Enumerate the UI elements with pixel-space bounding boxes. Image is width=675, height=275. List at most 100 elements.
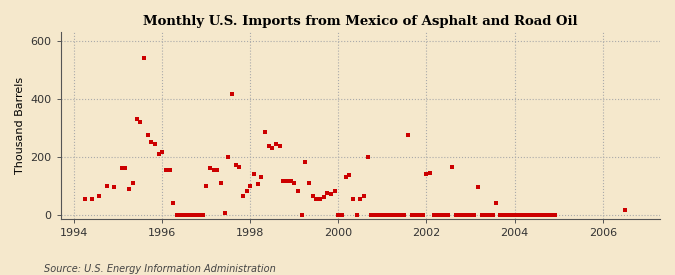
Point: [458, 212, 468, 217]
Point: [406, 212, 417, 217]
Point: [513, 212, 524, 217]
Point: [219, 211, 230, 215]
Point: [520, 212, 531, 217]
Point: [311, 196, 322, 201]
Point: [418, 212, 429, 217]
Point: [315, 196, 325, 201]
Point: [340, 175, 351, 179]
Point: [421, 172, 432, 176]
Point: [377, 212, 387, 217]
Point: [322, 191, 333, 195]
Point: [325, 192, 336, 197]
Point: [134, 120, 145, 124]
Point: [197, 212, 208, 217]
Point: [447, 164, 458, 169]
Point: [263, 144, 274, 149]
Point: [186, 212, 197, 217]
Point: [451, 212, 462, 217]
Point: [245, 183, 256, 188]
Point: [385, 212, 396, 217]
Point: [506, 212, 516, 217]
Point: [87, 196, 98, 201]
Point: [495, 212, 506, 217]
Point: [226, 92, 237, 97]
Point: [531, 212, 542, 217]
Point: [278, 179, 289, 183]
Point: [502, 212, 512, 217]
Point: [352, 212, 362, 217]
Point: [535, 212, 545, 217]
Point: [487, 212, 498, 217]
Point: [388, 212, 399, 217]
Point: [524, 212, 535, 217]
Title: Monthly U.S. Imports from Mexico of Asphalt and Road Oil: Monthly U.S. Imports from Mexico of Asph…: [143, 15, 578, 28]
Point: [157, 150, 167, 155]
Point: [281, 179, 292, 183]
Point: [146, 140, 157, 144]
Point: [468, 212, 479, 217]
Point: [267, 146, 277, 150]
Point: [303, 180, 314, 185]
Point: [274, 144, 285, 149]
Point: [138, 56, 149, 60]
Point: [509, 212, 520, 217]
Point: [252, 182, 263, 186]
Point: [131, 117, 142, 121]
Point: [549, 212, 560, 217]
Point: [160, 167, 171, 172]
Point: [171, 212, 182, 217]
Point: [476, 212, 487, 217]
Point: [193, 212, 204, 217]
Text: Source: U.S. Energy Information Administration: Source: U.S. Energy Information Administ…: [44, 264, 275, 274]
Point: [429, 212, 439, 217]
Point: [142, 133, 153, 137]
Point: [358, 194, 369, 198]
Point: [402, 133, 413, 137]
Point: [120, 166, 131, 170]
Point: [348, 196, 358, 201]
Point: [296, 212, 307, 217]
Point: [80, 196, 90, 201]
Point: [491, 201, 502, 205]
Point: [259, 130, 270, 134]
Point: [234, 164, 244, 169]
Point: [94, 194, 105, 198]
Point: [208, 167, 219, 172]
Point: [425, 170, 435, 175]
Point: [362, 155, 373, 159]
Point: [230, 163, 241, 167]
Point: [164, 167, 175, 172]
Point: [483, 212, 494, 217]
Point: [414, 212, 425, 217]
Point: [292, 189, 303, 194]
Point: [472, 185, 483, 189]
Point: [462, 212, 472, 217]
Point: [480, 212, 491, 217]
Point: [355, 196, 366, 201]
Point: [248, 172, 259, 176]
Point: [149, 141, 160, 146]
Point: [542, 212, 553, 217]
Point: [498, 212, 509, 217]
Point: [381, 212, 392, 217]
Point: [528, 212, 539, 217]
Point: [176, 212, 186, 217]
Point: [190, 212, 200, 217]
Point: [454, 212, 465, 217]
Point: [256, 175, 267, 179]
Point: [307, 194, 318, 198]
Point: [399, 212, 410, 217]
Point: [392, 212, 402, 217]
Point: [153, 152, 164, 156]
Point: [286, 179, 296, 183]
Point: [546, 212, 557, 217]
Point: [215, 180, 226, 185]
Point: [620, 208, 630, 213]
Point: [200, 183, 211, 188]
Point: [432, 212, 443, 217]
Point: [333, 212, 344, 217]
Point: [271, 141, 281, 146]
Point: [182, 212, 193, 217]
Point: [344, 173, 355, 178]
Point: [127, 180, 138, 185]
